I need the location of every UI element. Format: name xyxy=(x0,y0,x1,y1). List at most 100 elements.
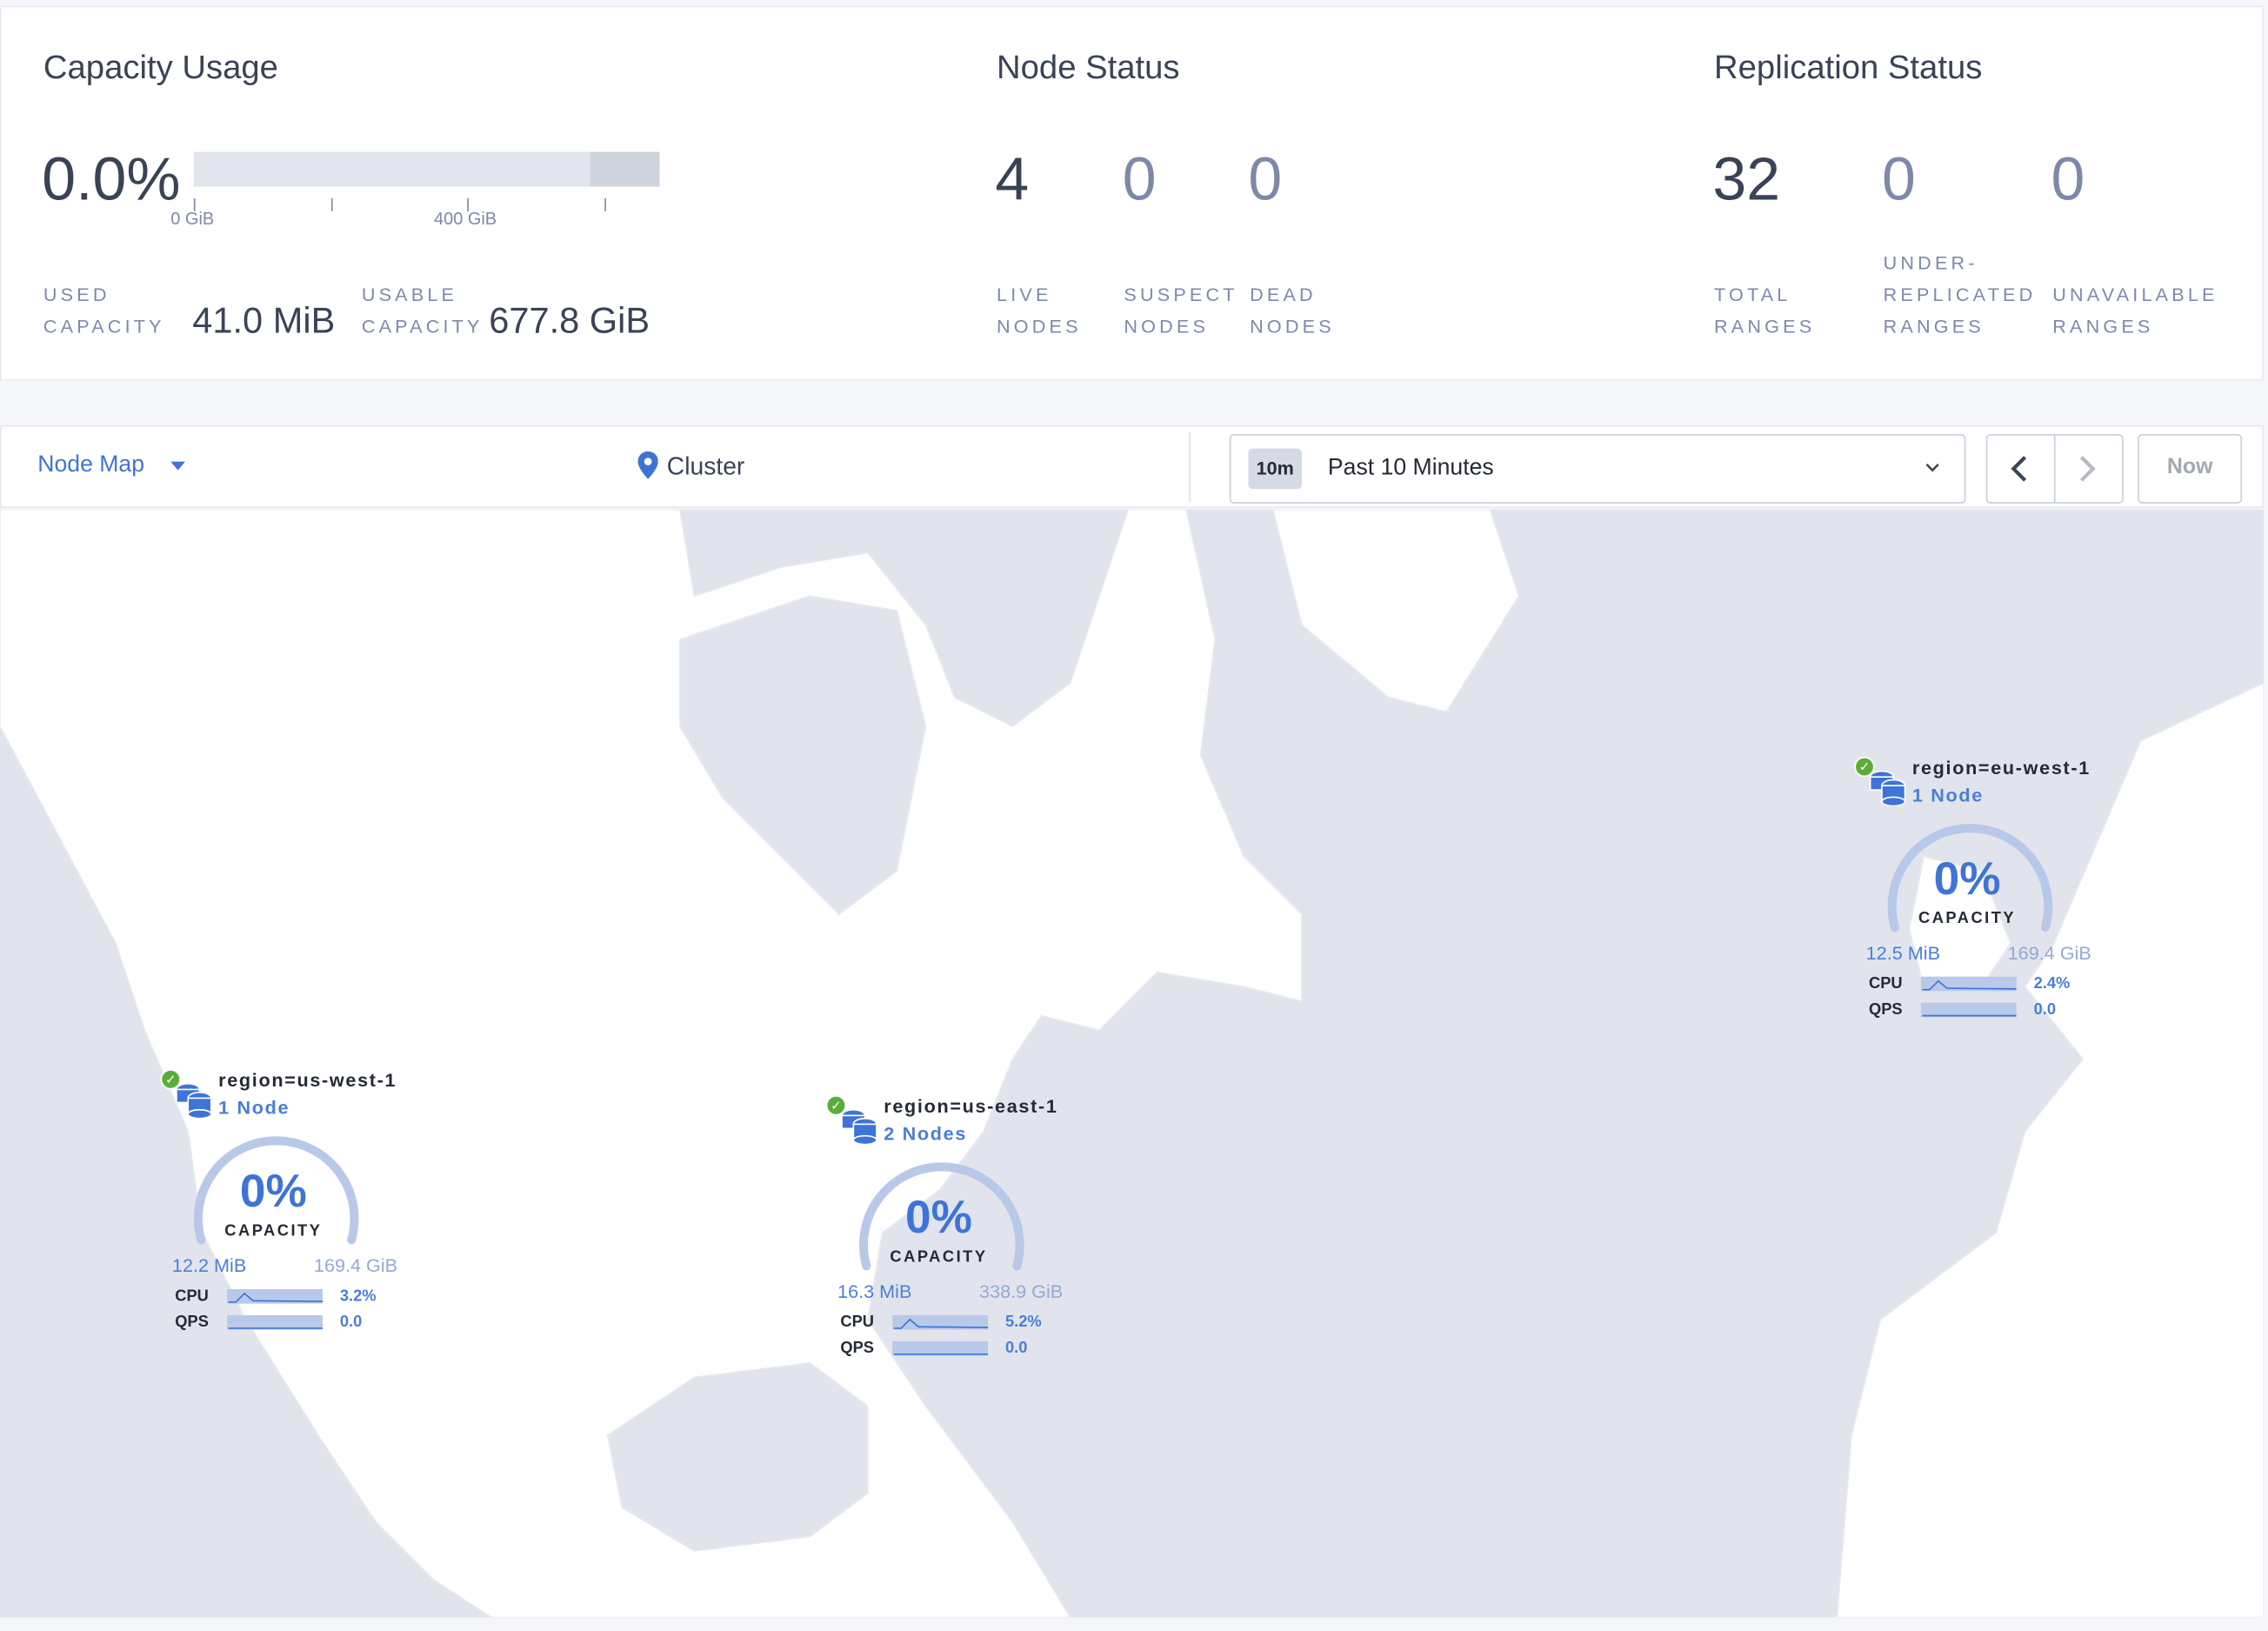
page-footer xyxy=(0,1617,2268,1631)
axis-tick xyxy=(330,197,333,211)
cpu-value: 2.4% xyxy=(2033,975,2071,993)
qps-value: 0.0 xyxy=(2033,1001,2057,1019)
axis-label: 400 GiB xyxy=(433,208,497,229)
cluster-node-count[interactable]: 2 Nodes xyxy=(884,1122,968,1145)
axis-tick xyxy=(604,197,606,211)
capacity-label: CAPACITY xyxy=(1918,910,2017,928)
capacity-label: CAPACITY xyxy=(224,1222,323,1240)
axis-tick xyxy=(193,197,196,211)
cpu-sparkline xyxy=(892,1314,989,1330)
under-replicated-value: 0 xyxy=(1881,144,1916,213)
usable-capacity-value: 677.8 GiB xyxy=(489,300,650,342)
under-replicated-label: UNDER- REPLICATED RANGES xyxy=(1883,251,2037,338)
node-map[interactable]: ✓ region=us-west-1 1 Node 0% CAPACITY 12… xyxy=(0,509,2265,1618)
greenland-land xyxy=(1271,509,1520,713)
database-icon xyxy=(176,1082,212,1119)
view-select[interactable]: Node Map xyxy=(37,452,186,479)
prev-button[interactable] xyxy=(1987,435,2056,503)
cluster-node-count[interactable]: 1 Node xyxy=(218,1096,290,1119)
caret-down-icon xyxy=(170,461,186,471)
time-range-select[interactable]: 10m Past 10 Minutes xyxy=(1229,433,1966,504)
now-button[interactable]: Now xyxy=(2138,433,2243,504)
divider xyxy=(1189,432,1191,503)
used-capacity: 16.3 MiB xyxy=(837,1280,912,1302)
capacity-percent: 0% xyxy=(905,1190,972,1243)
live-nodes-label: LIVE NODES xyxy=(997,284,1082,338)
summary-panel: Capacity Usage 0.0% 0 GiB 400 GiB USED CA… xyxy=(0,5,2265,381)
qps-value: 0.0 xyxy=(1004,1340,1028,1358)
check-icon: ✓ xyxy=(825,1095,847,1116)
breadcrumb[interactable]: Cluster xyxy=(637,451,744,482)
node-status-title: Node Status xyxy=(997,47,1180,86)
qps-sparkline xyxy=(227,1314,323,1330)
map-toolbar: Node Map Cluster 10m Past 10 Minutes Now xyxy=(0,425,2265,508)
capacity-gauge xyxy=(193,1136,359,1245)
cluster-0[interactable]: ✓ region=us-west-1 1 Node 0% CAPACITY 12… xyxy=(160,1069,450,1359)
check-icon: ✓ xyxy=(1854,756,1875,778)
used-capacity-value: 41.0 MiB xyxy=(192,300,336,342)
total-capacity: 169.4 GiB xyxy=(2007,941,2091,964)
cpu-label: CPU xyxy=(840,1313,875,1332)
qps-sparkline xyxy=(892,1340,989,1356)
capacity-percent: 0.0% xyxy=(42,144,181,213)
database-icon xyxy=(841,1108,877,1145)
world-map xyxy=(0,509,2265,1618)
cpu-value: 3.2% xyxy=(339,1287,377,1306)
chevron-right-icon xyxy=(2080,456,2096,482)
qps-sparkline xyxy=(1920,1002,2017,1018)
cluster-2[interactable]: ✓ region=eu-west-1 1 Node 0% CAPACITY 12… xyxy=(1854,756,2144,1046)
used-capacity-label: USED CAPACITY xyxy=(43,284,165,338)
total-capacity: 169.4 GiB xyxy=(313,1254,398,1277)
cpu-sparkline xyxy=(1920,976,2017,992)
next-button[interactable] xyxy=(2056,436,2124,503)
qps-label: QPS xyxy=(175,1313,209,1332)
suspect-nodes-value: 0 xyxy=(1122,144,1157,213)
cluster-name: region=us-west-1 xyxy=(218,1069,397,1092)
qps-label: QPS xyxy=(1868,1001,1903,1019)
time-nav-group xyxy=(1985,433,2124,504)
europe-land xyxy=(1836,682,2265,1618)
cluster-1[interactable]: ✓ region=us-east-1 2 Nodes 0% CAPACITY 1… xyxy=(825,1095,1116,1385)
capacity-gauge xyxy=(1887,824,2053,932)
chevron-down-icon xyxy=(1925,464,1939,472)
used-capacity: 12.5 MiB xyxy=(1865,941,1941,964)
map-pin-icon xyxy=(637,451,658,479)
north-america-land xyxy=(0,509,1303,1618)
cpu-label: CPU xyxy=(175,1287,209,1306)
capacity-usage-title: Capacity Usage xyxy=(43,47,278,86)
qps-label: QPS xyxy=(840,1340,875,1358)
suspect-nodes-label: SUSPECT NODES xyxy=(1124,284,1238,338)
gulf-of-mexico xyxy=(606,1361,869,1552)
database-icon xyxy=(1869,770,1906,806)
capacity-percent: 0% xyxy=(239,1164,307,1217)
total-ranges-value: 32 xyxy=(1712,144,1781,213)
axis-label: 0 GiB xyxy=(170,208,215,229)
capacity-percent: 0% xyxy=(1933,852,2001,905)
capacity-bar-unavailable xyxy=(590,151,660,187)
cpu-label: CPU xyxy=(1868,975,1903,993)
axis-tick xyxy=(467,197,469,211)
dead-nodes-label: DEAD NODES xyxy=(1250,284,1335,338)
unavailable-ranges-value: 0 xyxy=(2051,144,2085,213)
capacity-label: CAPACITY xyxy=(890,1248,988,1267)
time-badge: 10m xyxy=(1248,448,1302,490)
time-range-label: Past 10 Minutes xyxy=(1327,455,1494,481)
usable-capacity-label: USABLE CAPACITY xyxy=(361,284,484,338)
unavailable-ranges-label: UNAVAILABLE RANGES xyxy=(2052,284,2218,338)
capacity-gauge xyxy=(859,1162,1024,1271)
cluster-node-count[interactable]: 1 Node xyxy=(1911,784,1984,806)
cluster-name: region=us-east-1 xyxy=(884,1095,1058,1118)
view-select-label: Node Map xyxy=(37,452,145,478)
used-capacity: 12.2 MiB xyxy=(171,1254,247,1277)
chevron-left-icon xyxy=(2011,456,2027,482)
dead-nodes-value: 0 xyxy=(1248,144,1283,213)
cluster-name: region=eu-west-1 xyxy=(1911,756,2091,779)
replication-status-title: Replication Status xyxy=(1714,47,1983,86)
total-capacity: 338.9 GiB xyxy=(979,1280,1064,1302)
cpu-sparkline xyxy=(227,1289,323,1304)
total-ranges-label: TOTAL RANGES xyxy=(1714,284,1816,338)
check-icon: ✓ xyxy=(160,1069,181,1090)
cpu-value: 5.2% xyxy=(1004,1313,1042,1332)
hudson-bay xyxy=(678,595,927,916)
